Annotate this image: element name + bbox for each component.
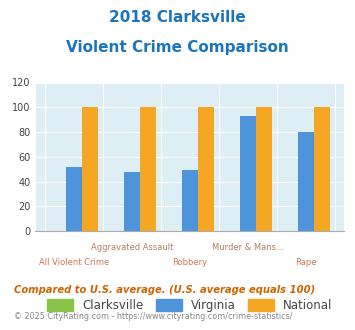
Bar (182, 170, 198, 231)
Bar (124, 172, 140, 231)
Legend: Clarksville, Virginia, National: Clarksville, Virginia, National (47, 299, 333, 312)
Bar (256, 107, 272, 231)
Bar (298, 132, 314, 231)
Bar (82, 107, 98, 231)
Bar (66, 167, 82, 231)
Text: Compared to U.S. average. (U.S. average equals 100): Compared to U.S. average. (U.S. average … (14, 285, 316, 295)
Bar (240, 116, 256, 231)
Bar (140, 107, 156, 231)
Bar (198, 107, 214, 231)
Bar (314, 107, 330, 231)
Text: Murder & Mans...: Murder & Mans... (212, 243, 284, 252)
Text: Aggravated Assault: Aggravated Assault (91, 243, 173, 252)
Text: Violent Crime Comparison: Violent Crime Comparison (66, 40, 289, 54)
Text: Robbery: Robbery (173, 258, 207, 267)
Text: 2018 Clarksville: 2018 Clarksville (109, 10, 246, 25)
Text: All Violent Crime: All Violent Crime (39, 258, 109, 267)
Text: © 2025 CityRating.com - https://www.cityrating.com/crime-statistics/: © 2025 CityRating.com - https://www.city… (14, 312, 293, 321)
Text: Rape: Rape (295, 258, 317, 267)
